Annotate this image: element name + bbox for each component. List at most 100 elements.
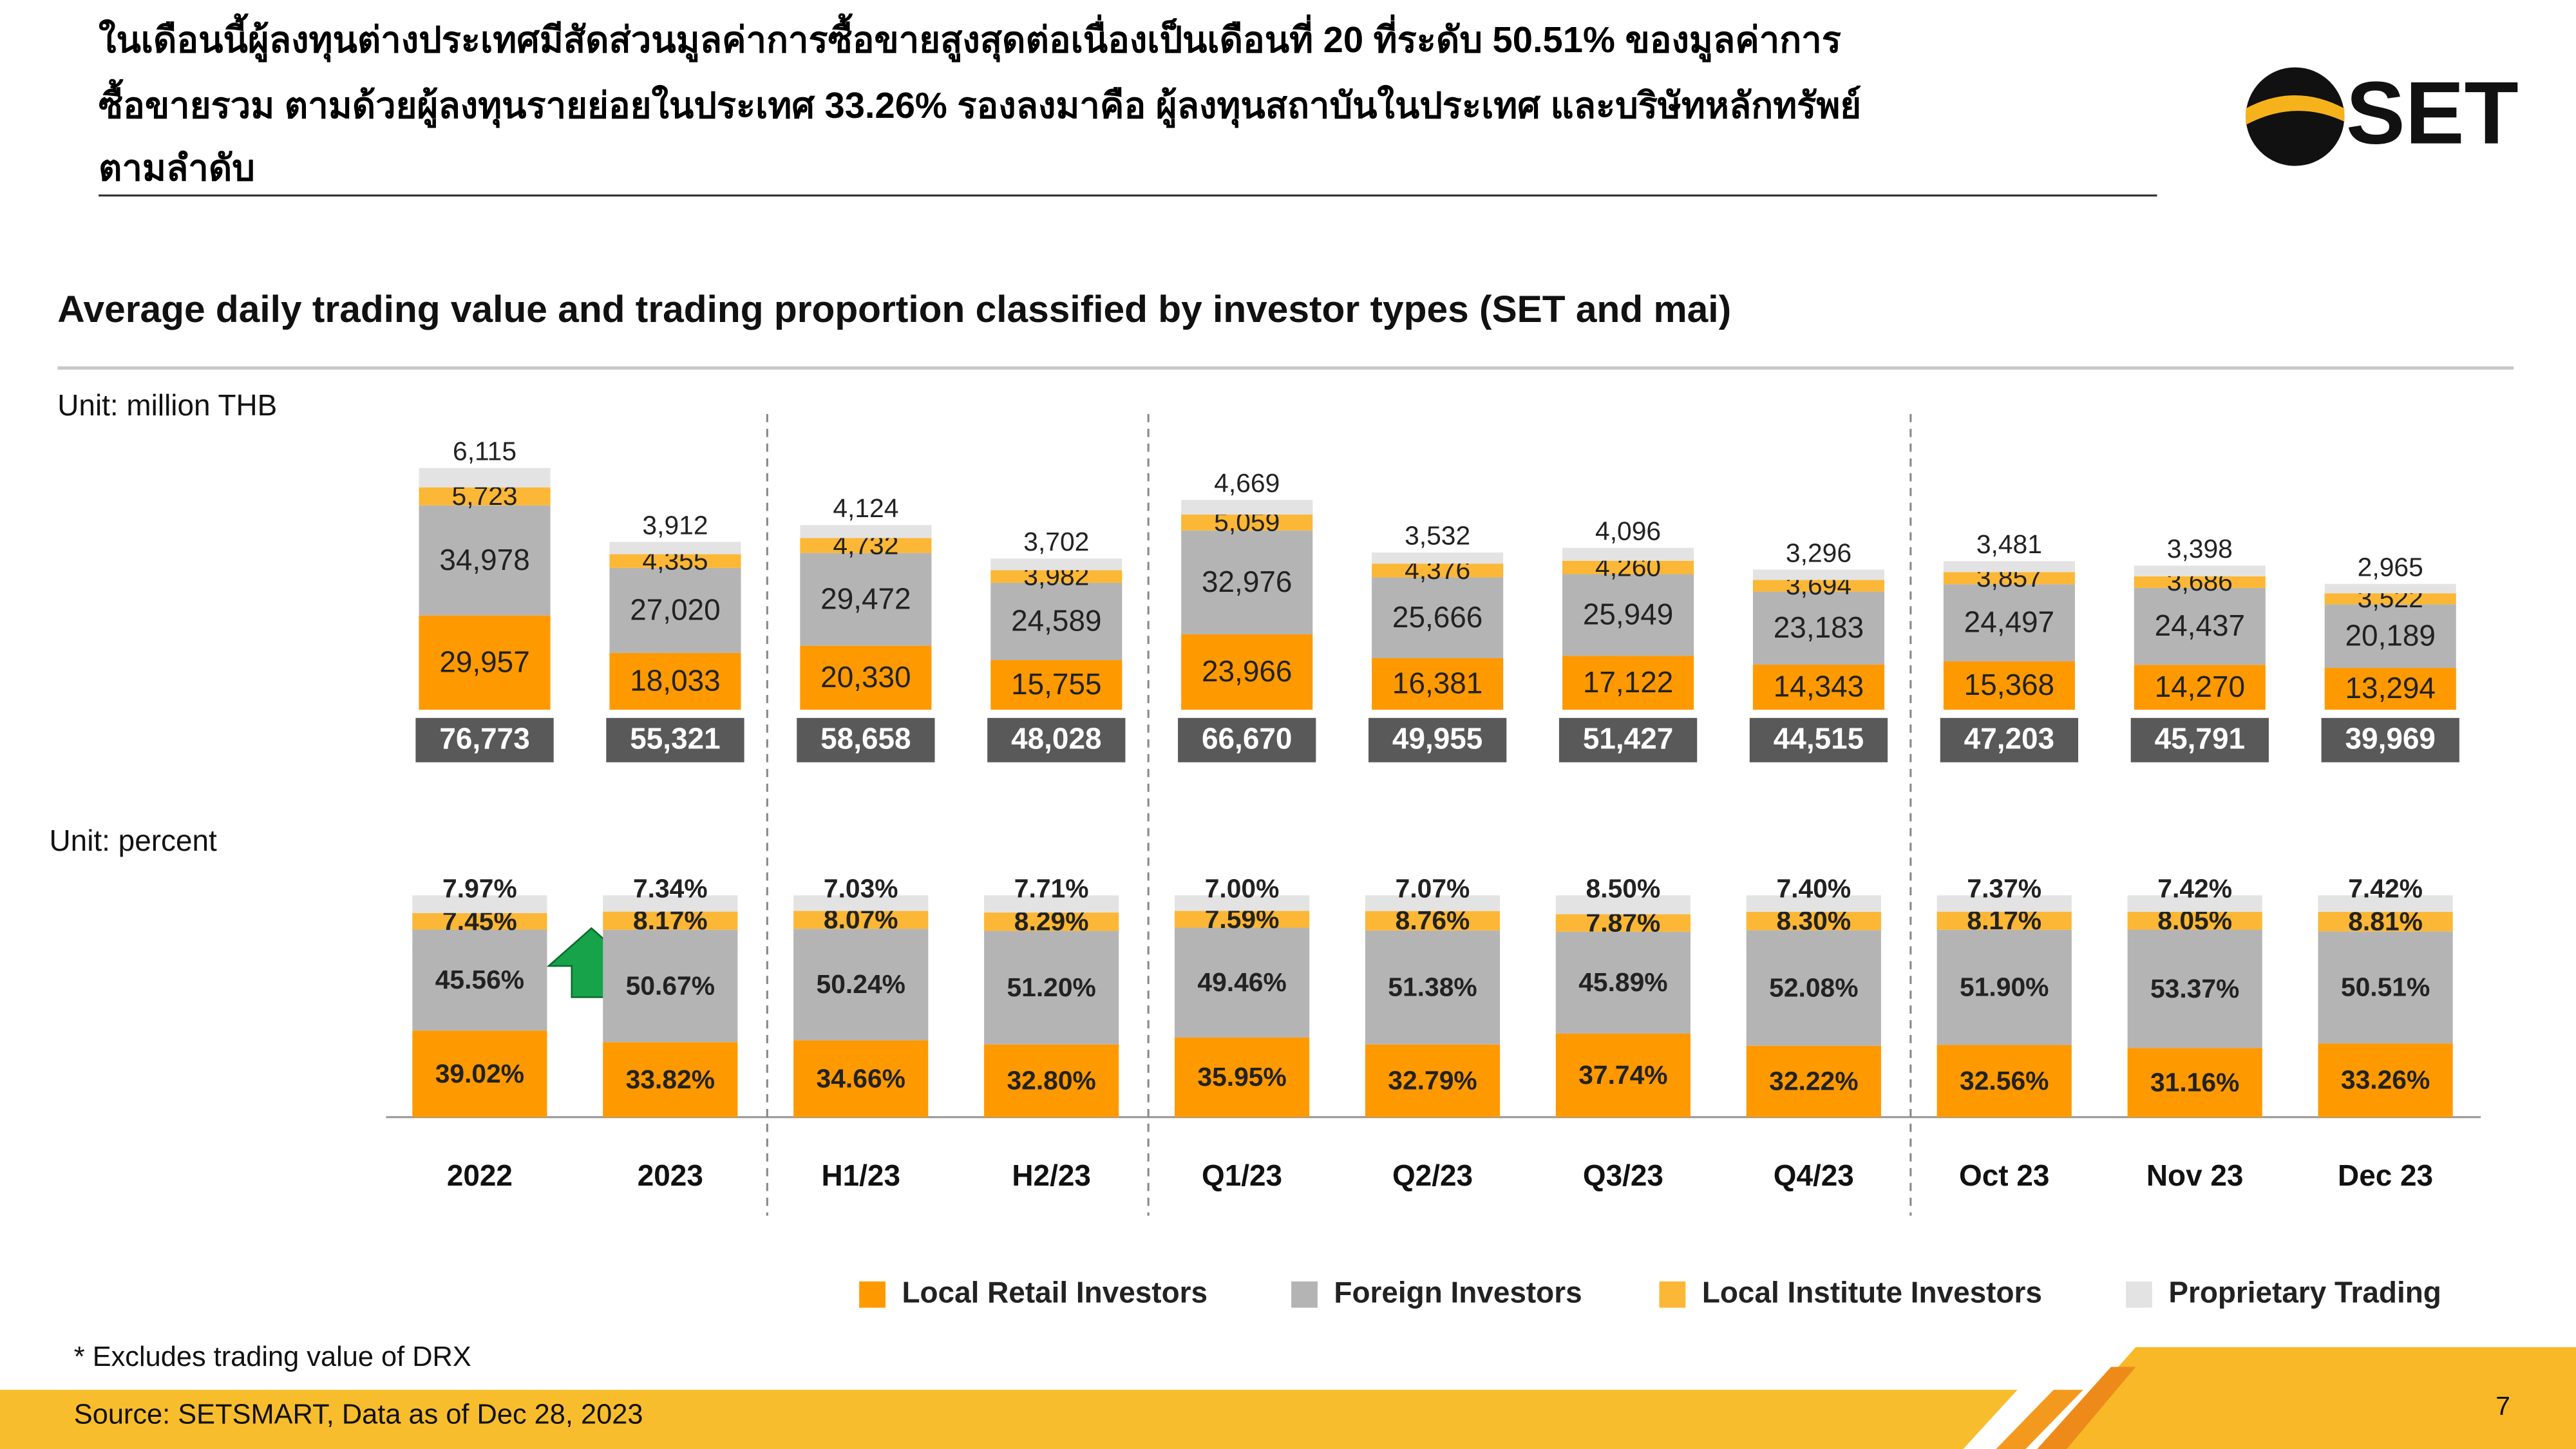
share-segment: [984, 895, 1119, 913]
share-segment: [1746, 1045, 1881, 1117]
value-label: 3,296: [1786, 538, 1852, 567]
total-box: [1749, 717, 1888, 762]
x-tick-label: Oct 23: [1959, 1159, 2049, 1192]
value-segment: [1562, 560, 1694, 574]
share-label: 32.80%: [1007, 1066, 1095, 1095]
logo-band: [2246, 95, 2345, 125]
share-segment: [2318, 931, 2453, 1044]
value-label: 14,270: [2155, 670, 2245, 703]
value-segment: [2324, 583, 2456, 594]
total-box: [987, 717, 1126, 762]
value-segment: [1943, 572, 2075, 585]
x-tick-label: H1/23: [821, 1159, 900, 1192]
value-segment: [609, 567, 741, 653]
value-segment: [1562, 656, 1694, 710]
share-label: 39.02%: [435, 1059, 524, 1088]
total-label: 48,028: [1011, 722, 1101, 755]
value-label: 15,368: [1964, 668, 2054, 701]
header: ในเดือนนี้ผู้ลงทุนต่างประเทศมีสัดส่วนมูล…: [99, 13, 2519, 197]
total-label: 55,321: [630, 722, 720, 755]
share-label: 51.38%: [1388, 972, 1477, 1002]
x-tick-label: Q2/23: [1392, 1159, 1473, 1192]
share-segment: [793, 1040, 929, 1117]
logo: SET: [2246, 64, 2519, 166]
share-segment: [603, 895, 738, 912]
total-label: 39,969: [2345, 722, 2436, 755]
legend-swatch: [859, 1281, 886, 1308]
value-segment: [1752, 591, 1885, 665]
share-segment: [412, 929, 547, 1031]
share-label: 32.79%: [1388, 1066, 1477, 1095]
share-label: 33.26%: [2341, 1065, 2430, 1095]
total-box: [415, 717, 554, 762]
value-segment: [1372, 658, 1504, 710]
total-label: 49,955: [1392, 722, 1482, 755]
value-label: 23,183: [1774, 611, 1864, 644]
value-segment: [2134, 565, 2266, 576]
share-segment: [2127, 929, 2262, 1048]
share-segment: [793, 929, 929, 1041]
share-label: 51.20%: [1007, 972, 1095, 1002]
total-box: [606, 717, 744, 762]
heading-line: ซื้อขายรวม ตามด้วยผู้ลงทุนรายย่อยในประเท…: [99, 79, 1861, 128]
share-segment: [1746, 930, 1881, 1046]
value-label: 34,978: [439, 543, 529, 576]
value-label: 20,189: [2345, 618, 2436, 652]
share-label: 7.97%: [442, 873, 517, 903]
share-label: 7.37%: [1967, 873, 2041, 903]
value-segment: [419, 468, 551, 488]
total-label: 45,791: [2155, 722, 2245, 755]
value-label: 24,589: [1011, 604, 1101, 638]
value-segment: [609, 542, 741, 554]
total-box: [797, 717, 935, 762]
footer: * Excludes trading value of DRX Source: …: [0, 1341, 2576, 1449]
legend-swatch: [1291, 1281, 1318, 1308]
value-label: 3,702: [1023, 527, 1089, 556]
page-number: 7: [2496, 1391, 2510, 1421]
share-segment: [1937, 929, 2072, 1045]
legend: Local Retail Investors Foreign Investors L…: [859, 1275, 2441, 1309]
share-label: 7.40%: [1776, 873, 1851, 903]
share-segment: [2318, 911, 2453, 932]
legend-label: Local Retail Investors: [902, 1275, 1208, 1309]
unit-label: Unit: percent: [50, 824, 218, 857]
share-segment: [1746, 895, 1881, 912]
share-segment: [793, 911, 929, 929]
total-box: [2321, 717, 2459, 762]
share-segment: [984, 1044, 1119, 1117]
footnote: * Excludes trading value of DRX: [74, 1341, 471, 1372]
value-label: 3,481: [1976, 529, 2042, 559]
total-label: 51,427: [1583, 722, 1673, 755]
total-label: 58,658: [820, 722, 911, 755]
total-label: 76,773: [439, 722, 529, 755]
share-segment: [984, 912, 1119, 931]
share-segment: [603, 911, 738, 930]
value-label: 3,398: [2167, 534, 2233, 564]
value-label: 32,976: [1202, 565, 1292, 598]
value-segment: [990, 582, 1122, 661]
value-label: 6,115: [453, 437, 516, 466]
value-segment: [1181, 500, 1313, 515]
value-label: 4,669: [1214, 468, 1280, 498]
total-box: [1368, 717, 1507, 762]
share-segment: [603, 1042, 738, 1117]
footer-band: [2045, 1347, 2576, 1449]
value-segment: [2134, 576, 2266, 588]
value-segment: [1943, 561, 2075, 573]
legend-label: Foreign Investors: [1334, 1275, 1582, 1309]
legend-swatch: [1659, 1281, 1686, 1308]
value-label: 2,965: [2358, 553, 2423, 582]
share-label: 45.56%: [435, 965, 524, 994]
value-label: 20,330: [820, 660, 911, 694]
share-segment: [1937, 895, 2072, 912]
value-segment: [1943, 661, 2075, 710]
total-box: [1178, 717, 1316, 762]
share-segment: [2318, 895, 2453, 912]
value-label: 23,966: [1202, 654, 1292, 688]
value-segment: [1752, 664, 1885, 710]
share-label: 52.08%: [1769, 972, 1858, 1002]
share-label: 7.07%: [1396, 873, 1470, 903]
value-segment: [419, 615, 551, 710]
x-tick-label: Q3/23: [1583, 1159, 1663, 1192]
share-segment: [2127, 895, 2262, 912]
